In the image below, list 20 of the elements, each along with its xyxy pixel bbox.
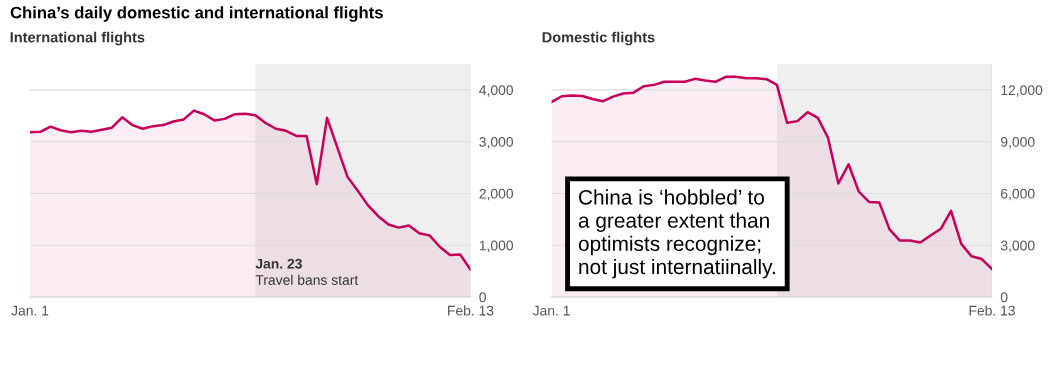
chart-title: China’s daily domestic and international flights — [10, 6, 383, 22]
x-tick-label: Jan. 1 — [532, 305, 570, 316]
chart-subtitle: Domestic flights — [542, 31, 655, 46]
y-tick-label: 3,000 — [1000, 240, 1035, 253]
annotation: Travel bans start — [255, 274, 359, 285]
x-tick-label: Feb. 13 — [969, 305, 1015, 316]
y-tick-label: 9,000 — [1000, 137, 1035, 149]
x-tick-label: Jan. 1 — [11, 305, 49, 316]
y-tick-label: 1,000 — [479, 240, 513, 253]
x-tick-label: Feb. 13 — [448, 305, 494, 316]
band-label: Jan. 23 — [255, 258, 302, 269]
y-tick-label: 2,000 — [479, 188, 513, 201]
chart-subtitle: International flights — [10, 31, 145, 46]
annotation: China is ‘hobbled’ to a greater extent than optimists recognize; not just internatiinally. — [578, 189, 775, 279]
y-tick-label: 4,000 — [479, 85, 513, 97]
y-tick-label: 0 — [1000, 292, 1008, 303]
y-tick-label: 12,000 — [1001, 85, 1043, 97]
y-tick-label: 0 — [479, 292, 486, 303]
y-tick-label: 3,000 — [479, 137, 513, 149]
y-tick-label: 6,000 — [1001, 188, 1035, 201]
